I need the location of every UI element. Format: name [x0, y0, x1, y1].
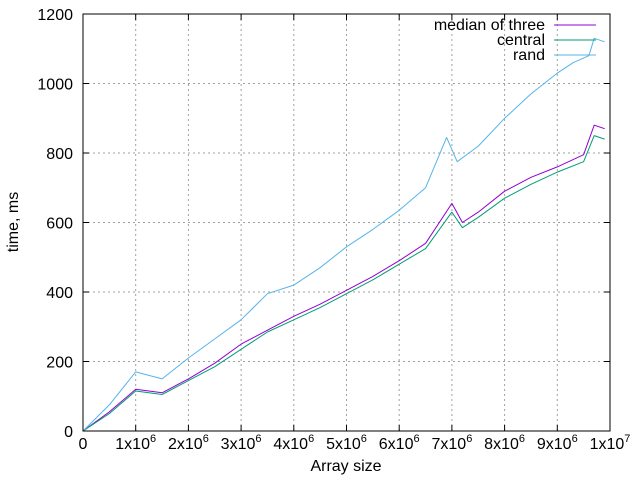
plot-frame [82, 13, 611, 432]
x-tick-mantissa: 7x10 [431, 436, 466, 453]
series-line-rand [82, 37, 605, 432]
x-tick-exponent: 6 [466, 433, 472, 445]
x-tick-exponent: 6 [308, 433, 314, 445]
x-tick-label: 2x106 [168, 433, 209, 453]
x-tick-exponent: 6 [255, 433, 261, 445]
x-tick-exponent: 6 [361, 433, 367, 445]
x-tick-mantissa: 4x10 [273, 436, 308, 453]
x-tick-mantissa: 1x10 [115, 436, 150, 453]
x-tick-exponent: 6 [572, 433, 578, 445]
x-tick-exponent: 6 [150, 433, 156, 445]
x-tick-label: 1x106 [115, 433, 156, 453]
y-axis-label: time, ms [5, 192, 22, 252]
x-tick-mantissa: 1x10 [590, 436, 625, 453]
legend-label-central: central [497, 32, 545, 49]
x-tick-mantissa: 3x10 [221, 436, 256, 453]
x-tick-mantissa: 8x10 [484, 436, 519, 453]
y-tick-label: 400 [46, 285, 73, 302]
x-tick-label: 3x106 [221, 433, 262, 453]
x-tick-label: 7x106 [431, 433, 472, 453]
y-tick-label: 600 [46, 216, 73, 233]
legend-label-median-of-three: median of three [434, 17, 545, 34]
x-tick-exponent: 6 [519, 433, 525, 445]
x-tick-label: 9x106 [537, 433, 578, 453]
y-tick-label: 200 [46, 355, 73, 372]
legend-label-rand: rand [513, 47, 545, 64]
y-tick-label: 0 [64, 424, 73, 441]
x-tick-label: 8x106 [484, 433, 525, 453]
series-line-central [82, 135, 605, 432]
axis-ticks [82, 13, 611, 432]
x-tick-exponent: 7 [624, 433, 630, 445]
x-tick-mantissa: 5x10 [326, 436, 361, 453]
x-tick-mantissa: 9x10 [537, 436, 572, 453]
x-tick-mantissa: 6x10 [379, 436, 414, 453]
x-tick-mantissa: 0 [79, 436, 88, 453]
x-tick-label: 6x106 [379, 433, 420, 453]
y-tick-label: 1000 [37, 77, 73, 94]
y-tick-label: 800 [46, 146, 73, 163]
series-line-median-of-three [82, 124, 605, 432]
x-tick-mantissa: 2x10 [168, 436, 203, 453]
y-axis-tick-labels: 0 200 400 600 800 1000 1200 [37, 7, 73, 441]
x-tick-exponent: 6 [413, 433, 419, 445]
x-tick-exponent: 6 [203, 433, 209, 445]
grid-lines [83, 14, 610, 431]
series-lines [82, 37, 605, 432]
x-tick-label: 1x107 [590, 433, 631, 453]
x-tick-label: 4x106 [273, 433, 314, 453]
x-tick-label: 5x106 [326, 433, 367, 453]
x-axis-label: Array size [310, 458, 381, 475]
x-tick-label: 0 [79, 436, 88, 453]
y-tick-label: 1200 [37, 7, 73, 24]
x-axis-tick-labels: 0 1x106 2x106 3x106 4x106 5x106 6x106 7x106 8x10… [79, 433, 631, 453]
